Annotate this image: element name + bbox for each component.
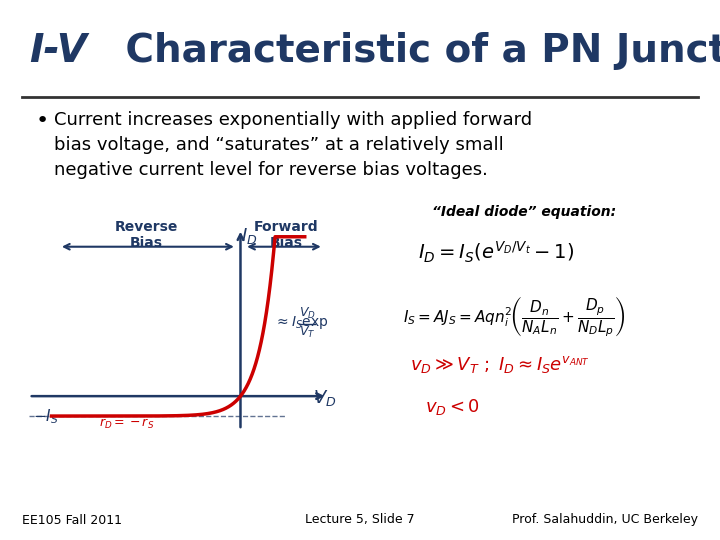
Text: $r_D = -r_S$: $r_D = -r_S$ <box>99 417 155 431</box>
Text: $\approx I_S \exp$: $\approx I_S \exp$ <box>274 314 329 332</box>
Text: $v_D < 0$: $v_D < 0$ <box>425 397 480 417</box>
Text: Current increases exponentially with applied forward
bias voltage, and “saturate: Current increases exponentially with app… <box>54 111 532 179</box>
Text: $I_D$: $I_D$ <box>241 226 258 246</box>
Text: $I_D = I_S\left(e^{V_D/V_t} - 1\right)$: $I_D = I_S\left(e^{V_D/V_t} - 1\right)$ <box>418 240 574 266</box>
Text: Reverse
Bias: Reverse Bias <box>114 220 178 250</box>
Text: EE105 Fall 2011: EE105 Fall 2011 <box>22 514 122 526</box>
Text: $V_D$: $V_D$ <box>299 306 315 321</box>
Text: $-I_S$: $-I_S$ <box>32 408 58 427</box>
Text: $V_D$: $V_D$ <box>313 388 337 408</box>
Text: Prof. Salahuddin, UC Berkeley: Prof. Salahuddin, UC Berkeley <box>513 514 698 526</box>
Text: Lecture 5, Slide 7: Lecture 5, Slide 7 <box>305 514 415 526</box>
Text: Forward
Bias: Forward Bias <box>253 220 318 250</box>
Text: $V_T$: $V_T$ <box>299 326 315 341</box>
Text: Characteristic of a PN Junction: Characteristic of a PN Junction <box>112 32 720 70</box>
Text: •: • <box>36 111 49 131</box>
Text: “Ideal diode” equation:: “Ideal diode” equation: <box>432 205 616 219</box>
Text: $v_D \gg V_T\ ;\ I_D \approx I_S e^{v_{ANT}}$: $v_D \gg V_T\ ;\ I_D \approx I_S e^{v_{A… <box>410 354 590 375</box>
Text: I-V: I-V <box>29 32 86 70</box>
Text: $I_S = AJ_S = Aqn_i^2\!\left(\dfrac{D_n}{N_A L_n} + \dfrac{D_p}{N_D L_p}\right)$: $I_S = AJ_S = Aqn_i^2\!\left(\dfrac{D_n}… <box>403 294 626 339</box>
